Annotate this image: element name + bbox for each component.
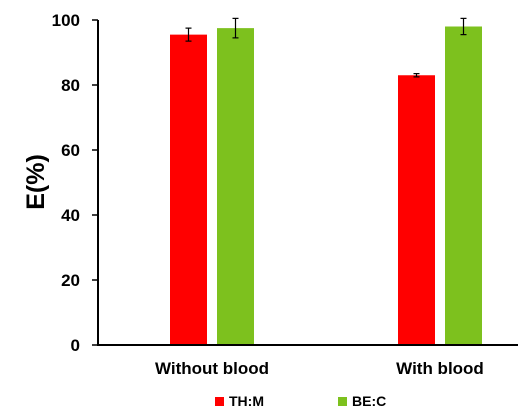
y-axis-ticks: 0 20 40 60 80 100 (52, 11, 98, 355)
legend-label: BE:C (352, 393, 386, 409)
y-axis-title: E(%) (22, 154, 50, 210)
x-category-label: With blood (396, 359, 484, 378)
legend: TH:M BE:C (215, 393, 386, 409)
bar-be-c-1 (445, 26, 482, 345)
y-tick-label: 100 (52, 11, 80, 30)
y-tick-label: 40 (61, 206, 80, 225)
bars-group (170, 26, 482, 345)
y-tick-label: 80 (61, 76, 80, 95)
error-bars-group (185, 17, 467, 78)
bar-th-m-0 (170, 34, 207, 345)
y-tick-label: 60 (61, 141, 80, 160)
legend-swatch (215, 397, 224, 406)
x-axis-categories: Without blood With blood (155, 359, 484, 378)
y-tick-label: 0 (71, 336, 80, 355)
y-tick-label: 20 (61, 271, 80, 290)
x-category-label: Without blood (155, 359, 269, 378)
legend-label: TH:M (229, 393, 264, 409)
bar-th-m-1 (398, 75, 435, 345)
legend-swatch (338, 397, 347, 406)
bar-be-c-0 (217, 28, 254, 345)
